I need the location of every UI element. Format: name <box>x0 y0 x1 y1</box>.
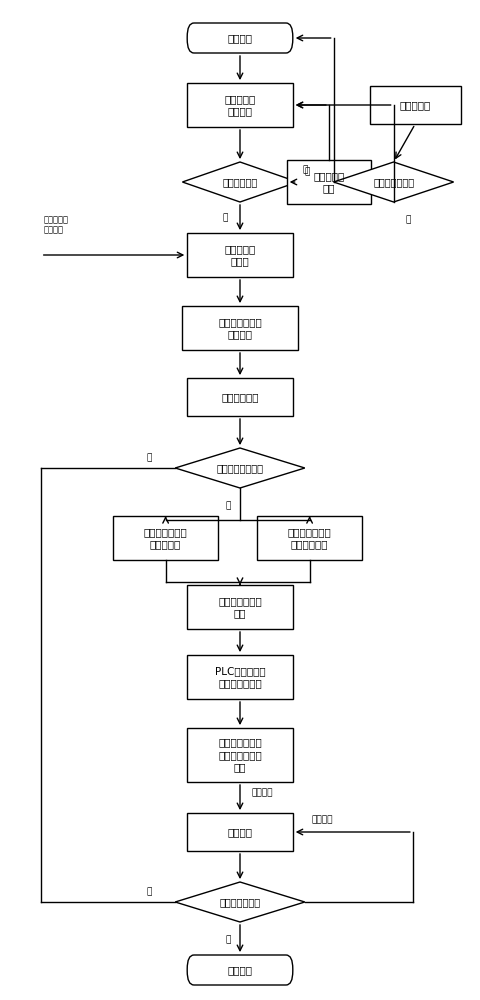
Bar <box>187 655 293 699</box>
Text: 是: 是 <box>405 216 411 225</box>
Text: 抓取完成: 抓取完成 <box>252 788 274 797</box>
Bar <box>187 378 293 416</box>
Text: 获得砖垛和车厢
的位姿信息: 获得砖垛和车厢 的位姿信息 <box>144 527 188 549</box>
Polygon shape <box>175 448 305 488</box>
Text: 是: 是 <box>223 214 228 223</box>
Bar <box>182 306 298 350</box>
Bar <box>187 813 293 851</box>
FancyBboxPatch shape <box>187 23 293 53</box>
Polygon shape <box>334 162 454 202</box>
Text: 转化为三维坐标
信息: 转化为三维坐标 信息 <box>218 596 262 618</box>
Bar <box>287 160 371 204</box>
Text: 是: 是 <box>225 502 231 510</box>
Text: 获得砖垛的层数
（高度信息）: 获得砖垛的层数 （高度信息） <box>288 527 332 549</box>
Text: 工业相机采
集图像: 工业相机采 集图像 <box>224 244 256 266</box>
Text: 采集下一层
砖垛图像: 采集下一层 砖垛图像 <box>43 215 68 235</box>
Text: 否: 否 <box>302 165 308 174</box>
Text: 系统结束: 系统结束 <box>228 965 252 975</box>
Bar <box>113 516 218 560</box>
Text: 图像中是否有砖垛: 图像中是否有砖垛 <box>216 463 264 473</box>
Text: 光照强度合格: 光照强度合格 <box>222 177 258 187</box>
Text: 否: 否 <box>146 454 152 462</box>
Polygon shape <box>182 162 298 202</box>
Text: 控制模块: 控制模块 <box>228 827 252 837</box>
Text: 逐垛抓取当前层
砖垛至车厢预定
位置: 逐垛抓取当前层 砖垛至车厢预定 位置 <box>218 738 262 772</box>
Text: 视觉检测模型: 视觉检测模型 <box>221 392 259 402</box>
Text: 报警指令: 报警指令 <box>312 816 334 824</box>
Bar <box>257 516 362 560</box>
Text: 调节辅助光
光源: 调节辅助光 光源 <box>313 171 345 193</box>
Polygon shape <box>175 882 305 922</box>
Bar <box>187 233 293 277</box>
Bar <box>187 728 293 782</box>
Bar <box>187 83 293 127</box>
FancyBboxPatch shape <box>187 955 293 985</box>
Text: 否: 否 <box>146 888 152 896</box>
Text: 是: 是 <box>225 936 231 944</box>
Text: 工业相机试
采集图像: 工业相机试 采集图像 <box>224 94 256 116</box>
Text: PLC控制夹取机
构到达坐标位置: PLC控制夹取机 构到达坐标位置 <box>215 666 265 688</box>
Text: 否: 否 <box>304 167 310 176</box>
Text: 系统启动: 系统启动 <box>228 33 252 43</box>
Bar <box>187 585 293 629</box>
Bar <box>370 86 461 124</box>
Text: 是否有人员误闯: 是否有人员误闯 <box>373 177 414 187</box>
Text: 图像传输至视觉
识别系统: 图像传输至视觉 识别系统 <box>218 317 262 339</box>
Text: 红外线检测: 红外线检测 <box>399 100 431 110</box>
Text: 是否有报警指令: 是否有报警指令 <box>219 897 261 907</box>
